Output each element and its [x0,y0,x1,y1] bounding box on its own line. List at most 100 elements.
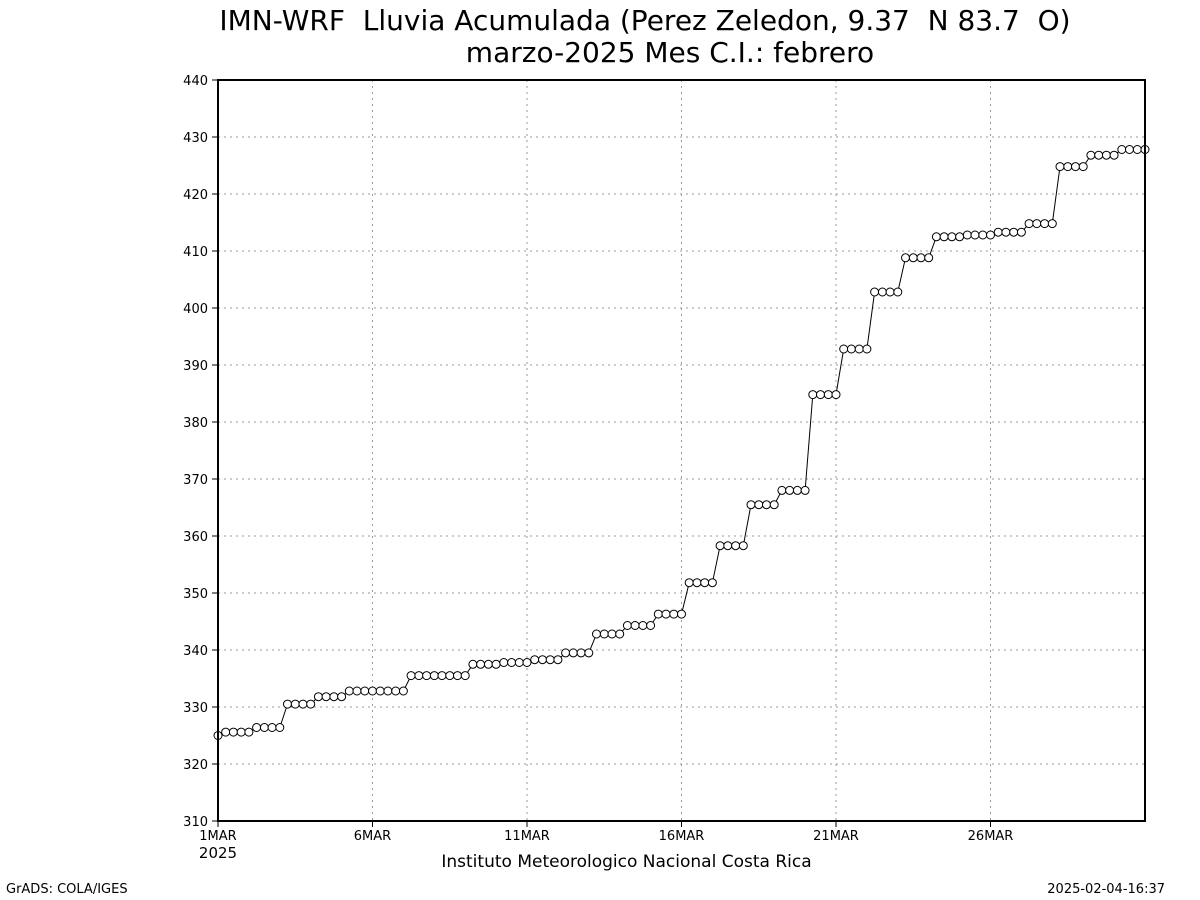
data-point [1063,162,1073,172]
data-point [1024,219,1034,229]
data-point [267,723,277,732]
data-point [275,723,285,732]
chart-title: IMN-WRF Lluvia Acumulada (Perez Zeledon,… [219,4,1071,37]
data-point [908,253,918,263]
data-point [978,230,988,240]
data-point [731,541,741,551]
data-point [816,390,825,400]
data-point [592,629,601,639]
data-point [545,655,555,665]
data-point [530,655,540,665]
data-point [1071,162,1080,172]
y-tick-label: 390 [183,359,208,374]
data-point [970,230,980,240]
data-point [1132,145,1142,154]
data-point [877,287,887,297]
data-point [1094,150,1104,160]
data-point [576,648,586,658]
data-point [684,578,694,588]
data-point [422,671,432,681]
data-point [599,629,609,639]
x-tick-label: 16MAR [659,829,705,844]
y-tick-label: 310 [183,815,208,830]
data-point [352,686,362,696]
data-point [437,671,447,681]
data-point [499,658,509,667]
data-point [329,692,339,702]
data-point [723,541,733,551]
data-point [854,344,864,354]
y-tick-label: 440 [183,74,208,89]
data-point [1032,219,1042,229]
data-point [762,500,771,510]
data-point [746,500,756,510]
data-point [429,671,439,681]
x-tick-label: 6MAR [354,829,391,844]
y-tick-label: 320 [183,758,208,773]
data-point [522,658,532,667]
data-point [391,686,401,696]
data-point [553,655,563,665]
data-point [1047,219,1057,229]
data-point [700,578,710,588]
data-point [1109,150,1119,160]
generation-timestamp: 2025-02-04-16:37 [1047,882,1165,897]
data-point [1078,162,1088,172]
data-point [622,621,632,630]
axes: 310 320 330 340 350 360 370 380 390 400 410 420 430 4… [183,74,1013,862]
data-point [1040,219,1050,229]
data-point [453,671,462,681]
data-point [398,686,408,696]
data-point [993,227,1003,237]
data-point [483,659,493,669]
data-point [955,232,965,242]
data-point [646,621,656,630]
data-point [638,621,648,630]
data-point [947,232,957,242]
data-point [870,287,880,297]
data-point [259,723,269,732]
data-point [901,253,910,263]
data-point [630,621,640,630]
data-point [885,287,895,297]
data-point [1086,150,1096,160]
data-point [221,727,231,737]
plot-frame [217,79,1146,822]
y-tick-label: 380 [183,416,208,431]
data-point [839,344,849,354]
chart-subtitle: marzo-2025 Mes C.I.: febrero [465,36,875,69]
y-tick-label: 340 [183,644,208,659]
data-point [792,485,802,495]
data-point [607,629,617,639]
data-point [916,253,926,263]
data-point [777,485,787,495]
data-point [252,723,262,732]
data-point [383,686,393,696]
data-point [769,500,779,510]
data-point [406,671,416,681]
data-point [1009,227,1019,237]
data-point [344,686,354,696]
data-point [1001,227,1011,237]
data-point [414,671,424,681]
data-point [507,658,517,667]
data-point [568,648,578,658]
institution-credit: Instituto Meteorologico Nacional Costa R… [441,852,812,872]
y-tick-label: 370 [183,473,208,488]
data-point [298,699,308,709]
x-tick-label: 21MAR [813,829,859,844]
data-point [476,659,486,669]
data-point [754,500,764,510]
data-point [862,344,872,354]
data-point [1125,145,1134,154]
x-tick-label: 11MAR [504,829,550,844]
data-point [321,692,331,702]
data-point [939,232,949,242]
y-tick-label: 360 [183,530,208,545]
y-tick-label: 350 [183,587,208,602]
data-point [1101,150,1111,160]
data-point [244,727,254,737]
data-point [368,686,377,696]
y-tick-label: 430 [183,131,208,146]
